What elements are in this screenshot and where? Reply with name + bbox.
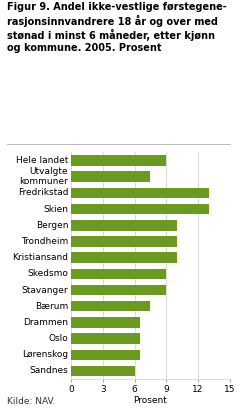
Bar [71, 187, 209, 198]
Bar [71, 333, 140, 344]
Bar [71, 349, 140, 360]
X-axis label: Prosent: Prosent [134, 396, 167, 405]
Bar [71, 301, 150, 311]
Bar [71, 171, 150, 182]
Bar [71, 204, 209, 214]
Bar [71, 317, 140, 328]
Bar [71, 220, 177, 231]
Bar [71, 285, 166, 295]
Bar [71, 155, 166, 166]
Bar [71, 269, 166, 279]
Bar [71, 236, 177, 247]
Text: Figur 9. Andel ikke-vestlige førstegene-
rasjonsinnvandrere 18 år og over med
st: Figur 9. Andel ikke-vestlige førstegene-… [7, 2, 227, 53]
Bar [71, 366, 135, 376]
Text: Kilde: NAV.: Kilde: NAV. [7, 397, 55, 406]
Bar [71, 253, 177, 263]
